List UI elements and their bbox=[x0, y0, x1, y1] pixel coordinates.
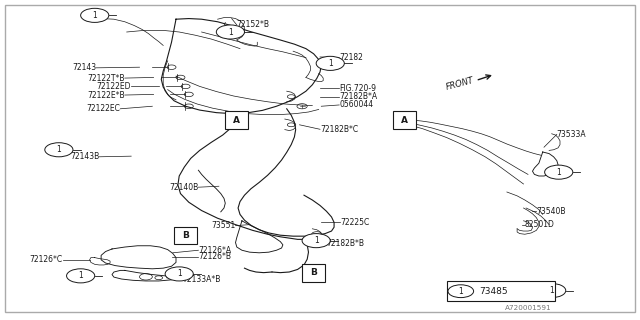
Text: 1: 1 bbox=[549, 286, 554, 295]
FancyBboxPatch shape bbox=[225, 111, 248, 129]
Text: 72143B: 72143B bbox=[70, 152, 99, 161]
Circle shape bbox=[545, 165, 573, 179]
FancyBboxPatch shape bbox=[447, 281, 555, 301]
Text: 1: 1 bbox=[92, 11, 97, 20]
Text: 1: 1 bbox=[56, 145, 61, 154]
Text: 1: 1 bbox=[177, 269, 182, 278]
Text: 72122T*B: 72122T*B bbox=[87, 74, 125, 83]
Text: A: A bbox=[401, 116, 408, 124]
Circle shape bbox=[538, 284, 566, 298]
Circle shape bbox=[302, 234, 330, 248]
FancyBboxPatch shape bbox=[174, 227, 197, 244]
FancyBboxPatch shape bbox=[393, 111, 416, 129]
Text: A: A bbox=[234, 116, 240, 124]
Text: A720001591: A720001591 bbox=[505, 305, 552, 311]
Text: 72122E*B: 72122E*B bbox=[87, 91, 125, 100]
Text: 72182B*B: 72182B*B bbox=[326, 239, 364, 248]
Text: FRONT: FRONT bbox=[444, 76, 475, 92]
Circle shape bbox=[216, 25, 244, 39]
Circle shape bbox=[67, 269, 95, 283]
Text: 72133A*B: 72133A*B bbox=[182, 275, 221, 284]
Text: 1: 1 bbox=[458, 287, 463, 296]
Text: 0560044: 0560044 bbox=[339, 100, 373, 109]
Text: 73540B: 73540B bbox=[536, 207, 566, 216]
Text: B: B bbox=[310, 268, 317, 277]
Text: B: B bbox=[182, 231, 189, 240]
Text: 73551: 73551 bbox=[211, 221, 236, 230]
Text: 72122EC: 72122EC bbox=[86, 104, 120, 113]
Text: 72225C: 72225C bbox=[340, 218, 370, 227]
Circle shape bbox=[316, 56, 344, 70]
Text: 73485: 73485 bbox=[479, 287, 508, 296]
Text: 72143: 72143 bbox=[72, 63, 96, 72]
Text: 72140B: 72140B bbox=[169, 183, 198, 192]
Text: FIG.720-9: FIG.720-9 bbox=[339, 84, 376, 93]
Text: 72126*C: 72126*C bbox=[29, 255, 63, 264]
Text: 72126*A: 72126*A bbox=[198, 246, 232, 255]
Text: 82501D: 82501D bbox=[525, 220, 555, 229]
Text: 1: 1 bbox=[314, 236, 319, 245]
Circle shape bbox=[45, 143, 73, 157]
Circle shape bbox=[448, 285, 474, 298]
Text: 73533A: 73533A bbox=[557, 130, 586, 139]
Text: 72122ED: 72122ED bbox=[97, 82, 131, 91]
Text: 72182B*C: 72182B*C bbox=[320, 125, 358, 134]
Text: 1: 1 bbox=[78, 271, 83, 280]
Text: 1: 1 bbox=[228, 28, 233, 36]
Text: 72182: 72182 bbox=[339, 53, 363, 62]
Text: 1: 1 bbox=[556, 168, 561, 177]
FancyBboxPatch shape bbox=[302, 264, 325, 282]
Text: 1: 1 bbox=[328, 59, 333, 68]
Text: 72152*B: 72152*B bbox=[237, 20, 270, 29]
Circle shape bbox=[81, 8, 109, 22]
Text: 72182B*A: 72182B*A bbox=[339, 92, 378, 101]
Circle shape bbox=[165, 267, 193, 281]
Text: 72126*B: 72126*B bbox=[198, 252, 232, 261]
